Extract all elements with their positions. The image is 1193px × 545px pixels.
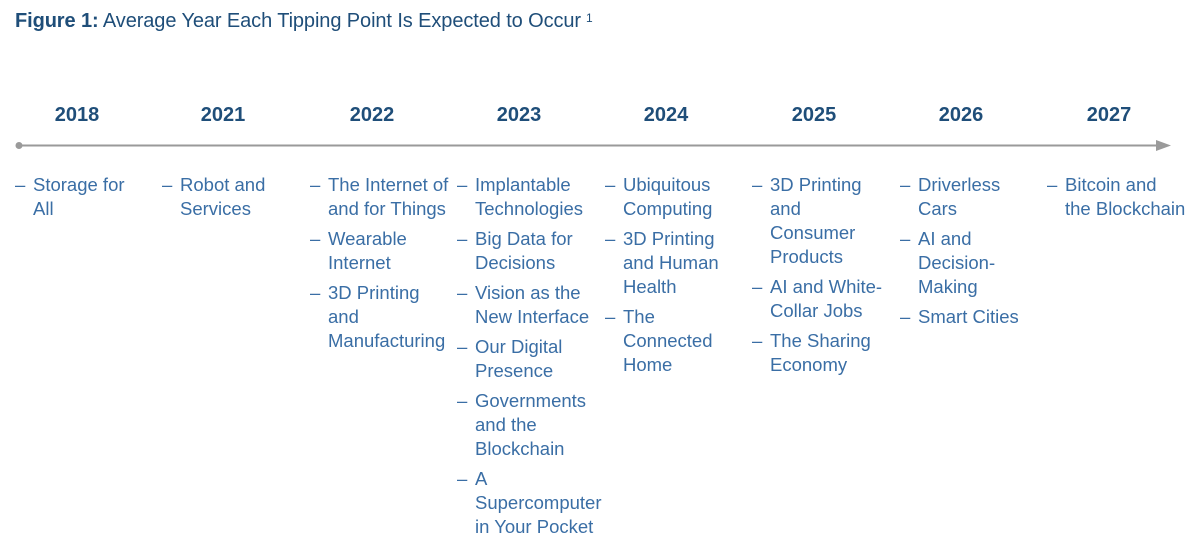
tipping-point-text: 3D Printing and Human Health — [623, 228, 719, 297]
tipping-point-item: – Big Data for Decisions — [457, 227, 602, 275]
dash-marker: – — [605, 228, 616, 249]
tipping-points-2018: – Storage for All — [15, 173, 139, 227]
tipping-point-text: Implantable Technologies — [475, 174, 583, 219]
tipping-point-text: Smart Cities — [918, 306, 1019, 327]
year-label-2026: 2026 — [938, 104, 984, 126]
tipping-point-item: – A Supercomputer in Your Pocket — [457, 467, 602, 539]
year-label-2023: 2023 — [496, 104, 542, 126]
dash-marker: – — [310, 282, 321, 303]
year-label-2022: 2022 — [349, 104, 395, 126]
tipping-point-text: 3D Printing and Consumer Products — [770, 174, 862, 267]
tipping-point-item: – AI and White-Collar Jobs — [752, 275, 887, 323]
dash-marker: – — [900, 228, 911, 249]
tipping-point-item: – Bitcoin and the Blockchain — [1047, 173, 1187, 221]
tipping-point-item: – The Connected Home — [605, 305, 735, 377]
tipping-points-2026: – Driverless Cars – AI and Decision-Making… — [900, 173, 1035, 335]
year-label-2027: 2027 — [1086, 104, 1132, 126]
dash-marker: – — [605, 174, 616, 195]
tipping-point-item: –3D Printing and Consumer Products — [752, 173, 887, 269]
figure-title-text: Average Year Each Tipping Point Is Expec… — [102, 10, 581, 32]
year-label-2024: 2024 — [643, 104, 689, 126]
tipping-point-text: Storage for All — [33, 174, 125, 219]
timeline-arrow-head — [1156, 140, 1171, 151]
dash-marker: – — [162, 174, 173, 195]
tipping-point-text: Wearable Internet — [328, 228, 407, 273]
tipping-point-text: Driverless Cars — [918, 174, 1001, 219]
tipping-point-text: Vision as the New Interface — [475, 282, 590, 327]
tipping-point-text: AI and White-Collar Jobs — [770, 276, 883, 321]
tipping-point-item: – Ubiquitous Computing — [605, 173, 735, 221]
tipping-points-2023: – Implantable Technologies – Big Data for … — [457, 173, 602, 545]
tipping-point-text: Robot and Services — [180, 174, 266, 219]
year-label-2025: 2025 — [791, 104, 837, 126]
tipping-point-item: – The Sharing Economy — [752, 329, 887, 377]
year-label-2021: 2021 — [200, 104, 246, 126]
tipping-point-text: The Internet of and for Things — [328, 174, 449, 219]
dash-marker: – — [1047, 174, 1058, 195]
figure-label: Figure 1: — [15, 10, 99, 32]
figure-title: Figure 1: Average Year Each Tipping Poin… — [15, 10, 593, 33]
tipping-point-text: Bitcoin and the Blockchain — [1065, 174, 1186, 219]
tipping-point-text: A Supercomputer in Your Pocket — [475, 468, 602, 537]
year-label-2018: 2018 — [54, 104, 100, 126]
dash-marker: – — [15, 174, 26, 195]
tipping-point-item: – Governments and the Blockchain — [457, 389, 602, 461]
dash-marker: – — [752, 276, 763, 297]
tipping-point-item: – Implantable Technologies — [457, 173, 602, 221]
dash-marker: – — [752, 174, 763, 195]
tipping-point-item: – Our Digital Presence — [457, 335, 602, 383]
tipping-point-item: – The Internet of and for Things — [310, 173, 455, 221]
tipping-point-item: – AI and Decision-Making — [900, 227, 1035, 299]
dash-marker: – — [310, 174, 321, 195]
tipping-point-item: – Smart Cities — [900, 305, 1035, 329]
dash-marker: – — [457, 468, 468, 489]
dash-marker: – — [605, 306, 616, 327]
tipping-point-item: –3D Printing and Human Health — [605, 227, 735, 299]
tipping-point-text: The Connected Home — [623, 306, 713, 375]
tipping-point-item: – Storage for All — [15, 173, 139, 221]
tipping-point-text: 3D Printing and Manufacturing — [328, 282, 446, 351]
dash-marker: – — [310, 228, 321, 249]
dash-marker: – — [457, 390, 468, 411]
tipping-points-2022: – The Internet of and for Things – Wearabl… — [310, 173, 455, 359]
tipping-point-item: – Vision as the New Interface — [457, 281, 602, 329]
tipping-point-item: – Wearable Internet — [310, 227, 455, 275]
dash-marker: – — [457, 228, 468, 249]
tipping-point-text: The Sharing Economy — [770, 330, 871, 375]
timeline-start-dot — [15, 142, 23, 149]
tipping-point-text: Governments and the Blockchain — [475, 390, 587, 459]
tipping-point-text: Big Data for Decisions — [475, 228, 573, 273]
footnote-marker: 1 — [585, 11, 593, 25]
dash-marker: – — [752, 330, 763, 351]
dash-marker: – — [900, 306, 911, 327]
dash-marker: – — [900, 174, 911, 195]
tipping-point-text: Ubiquitous Computing — [623, 174, 713, 219]
tipping-point-item: – Driverless Cars — [900, 173, 1035, 221]
tipping-points-2025: –3D Printing and Consumer Products – AI a… — [752, 173, 887, 383]
tipping-point-item: –3D Printing and Manufacturing — [310, 281, 455, 353]
tipping-points-2024: – Ubiquitous Computing –3D Printing and H… — [605, 173, 735, 383]
tipping-points-2021: – Robot and Services — [162, 173, 286, 227]
tipping-points-2027: – Bitcoin and the Blockchain — [1047, 173, 1187, 227]
dash-marker: – — [457, 282, 468, 303]
tipping-point-text: AI and Decision-Making — [918, 228, 996, 297]
tipping-point-text: Our Digital Presence — [475, 336, 563, 381]
dash-marker: – — [457, 336, 468, 357]
dash-marker: – — [457, 174, 468, 195]
tipping-point-item: – Robot and Services — [162, 173, 286, 221]
